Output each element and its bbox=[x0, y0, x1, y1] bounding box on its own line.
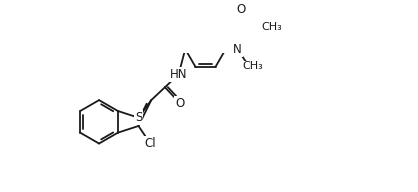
Text: CH₃: CH₃ bbox=[242, 61, 263, 71]
Text: HN: HN bbox=[170, 68, 187, 81]
Text: Cl: Cl bbox=[144, 137, 156, 150]
Text: CH₃: CH₃ bbox=[262, 22, 283, 32]
Text: N: N bbox=[233, 43, 242, 56]
Text: O: O bbox=[236, 3, 245, 16]
Text: S: S bbox=[135, 111, 142, 124]
Text: O: O bbox=[175, 97, 184, 110]
